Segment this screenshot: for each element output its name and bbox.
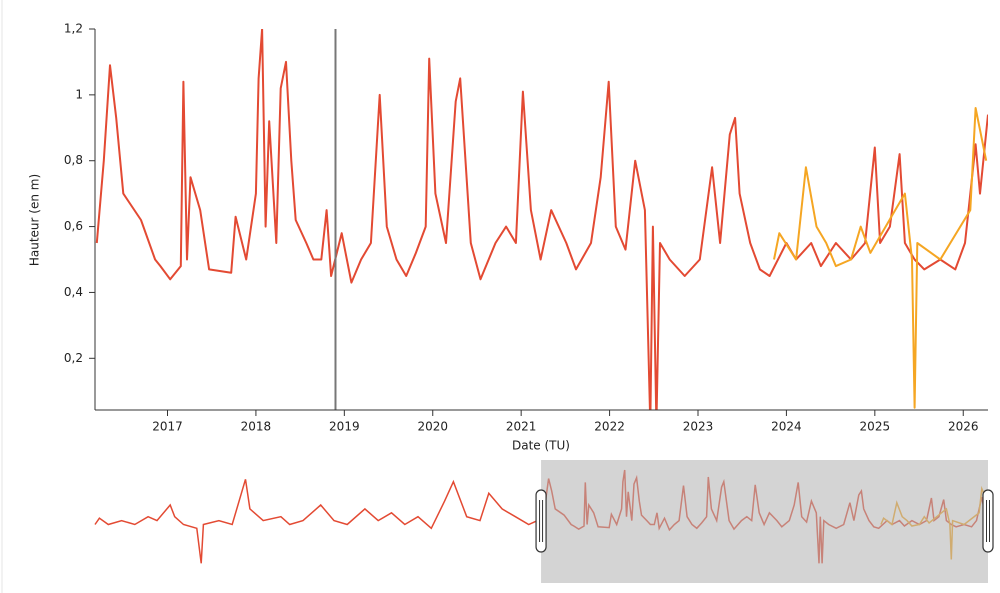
x-tick-label: 2022 xyxy=(594,420,625,434)
y-tick-label: 0,2 xyxy=(64,351,83,365)
x-tick-label: 2018 xyxy=(241,420,272,434)
y-tick-label: 1,2 xyxy=(64,22,83,36)
x-axis-label: Date (TU) xyxy=(512,439,570,453)
brush-handle[interactable] xyxy=(982,489,994,553)
x-tick-label: 2019 xyxy=(329,420,360,434)
x-tick-label: 2024 xyxy=(771,420,802,434)
x-tick-label: 2017 xyxy=(152,420,183,434)
y-tick-label: 0,4 xyxy=(64,285,83,299)
x-tick-label: 2026 xyxy=(948,420,979,434)
x-tick-label: 2023 xyxy=(683,420,714,434)
x-tick-label: 2025 xyxy=(860,420,891,434)
plot-area xyxy=(95,29,988,410)
y-axis-label: Hauteur (en m) xyxy=(28,174,42,266)
y-tick-label: 1 xyxy=(75,87,83,101)
navigator[interactable] xyxy=(94,460,994,583)
navigator-line xyxy=(94,479,538,564)
brush-handle[interactable] xyxy=(535,489,547,553)
data-line xyxy=(773,107,988,409)
y-tick-label: 0,6 xyxy=(64,219,83,233)
y-tick-label: 0,8 xyxy=(64,153,83,167)
x-tick-label: 2021 xyxy=(506,420,537,434)
navigator-brush[interactable] xyxy=(541,460,988,583)
data-line xyxy=(95,29,988,410)
x-tick-label: 2020 xyxy=(417,420,448,434)
